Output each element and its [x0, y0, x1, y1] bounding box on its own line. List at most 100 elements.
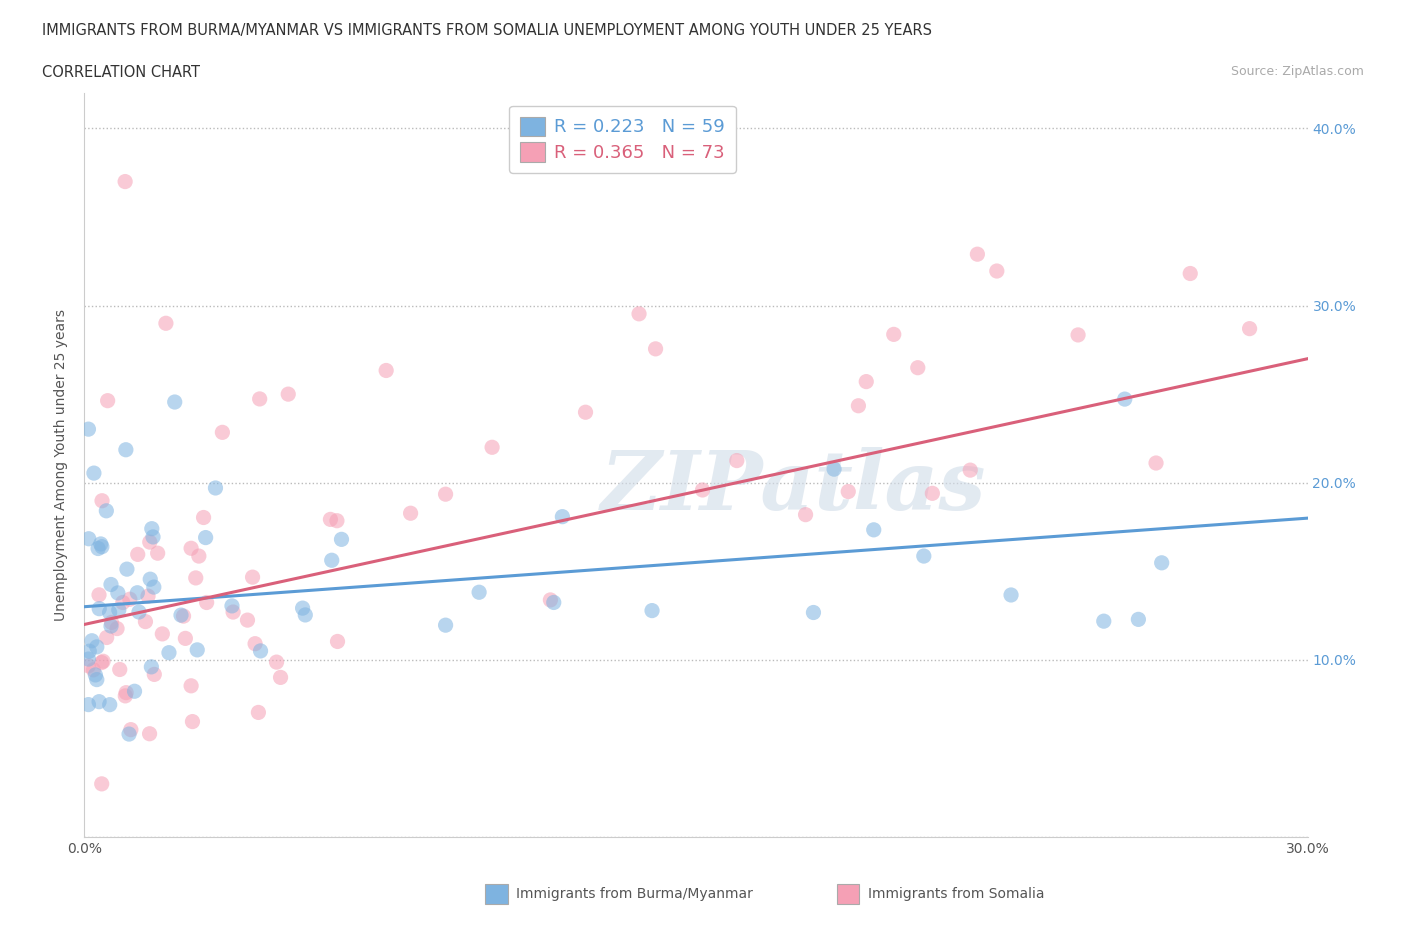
Point — [434, 486, 457, 501]
Point — [195, 595, 218, 610]
Text: ZIPatlas: ZIPatlas — [602, 447, 987, 527]
Point — [247, 705, 270, 720]
Point — [100, 615, 122, 630]
Point — [77, 652, 100, 667]
Point — [481, 440, 503, 455]
Point — [236, 613, 259, 628]
Point — [1144, 456, 1167, 471]
Point — [97, 393, 120, 408]
Point — [118, 591, 141, 606]
Point — [100, 618, 122, 633]
Point — [83, 466, 105, 481]
Point — [90, 655, 112, 670]
Point — [628, 306, 651, 321]
Point — [87, 541, 110, 556]
Point — [912, 549, 935, 564]
Point — [142, 579, 165, 594]
Point — [80, 633, 103, 648]
Point — [959, 463, 981, 478]
Point — [107, 586, 129, 601]
Point — [107, 603, 129, 618]
Point — [84, 668, 107, 683]
Point — [1239, 321, 1261, 336]
Point — [823, 461, 845, 476]
Point — [907, 360, 929, 375]
Point — [77, 698, 100, 712]
Point — [142, 529, 165, 544]
Point — [77, 421, 100, 436]
Point — [921, 485, 943, 500]
Point — [249, 392, 271, 406]
Point — [90, 537, 112, 551]
Point — [91, 493, 114, 508]
Point — [115, 685, 138, 700]
Legend: R = 0.223   N = 59, R = 0.365   N = 73: R = 0.223 N = 59, R = 0.365 N = 73 — [509, 106, 735, 173]
Y-axis label: Unemployment Among Youth under 25 years: Unemployment Among Youth under 25 years — [55, 309, 69, 621]
Text: CORRELATION CHART: CORRELATION CHART — [42, 65, 200, 80]
Point — [1180, 266, 1202, 281]
Point — [1067, 327, 1090, 342]
Point — [86, 672, 108, 687]
Point — [141, 659, 163, 674]
Point — [321, 552, 343, 567]
Point — [883, 327, 905, 342]
Point — [1114, 392, 1136, 406]
Point — [326, 513, 349, 528]
Point — [574, 405, 596, 419]
Point — [163, 394, 186, 409]
Point — [98, 605, 121, 620]
Point — [1128, 612, 1150, 627]
Text: IMMIGRANTS FROM BURMA/MYANMAR VS IMMIGRANTS FROM SOMALIA UNEMPLOYMENT AMONG YOUT: IMMIGRANTS FROM BURMA/MYANMAR VS IMMIGRA… — [42, 23, 932, 38]
Point — [180, 541, 202, 556]
Point — [644, 341, 666, 356]
Point — [114, 174, 136, 189]
Point — [794, 507, 817, 522]
Point — [848, 398, 870, 413]
Point — [82, 662, 104, 677]
Point — [270, 670, 292, 684]
Point — [692, 483, 714, 498]
Point — [96, 503, 118, 518]
Point — [187, 549, 209, 564]
Point — [108, 662, 131, 677]
Point — [155, 316, 177, 331]
Point — [127, 547, 149, 562]
Point — [79, 644, 101, 658]
Point — [1000, 588, 1022, 603]
Point — [91, 654, 114, 669]
Point — [330, 532, 353, 547]
Point — [114, 688, 136, 703]
Point — [266, 655, 288, 670]
Point — [243, 636, 266, 651]
Point — [138, 726, 160, 741]
Point — [551, 510, 574, 525]
Point — [1150, 555, 1173, 570]
Point — [141, 521, 163, 536]
Point — [319, 512, 342, 526]
Point — [186, 643, 208, 658]
Point — [803, 605, 825, 620]
Point — [90, 539, 112, 554]
Point — [115, 562, 138, 577]
Point — [118, 726, 141, 741]
Point — [249, 644, 271, 658]
Point — [399, 506, 422, 521]
Point — [468, 585, 491, 600]
Point — [111, 595, 134, 610]
Point — [87, 588, 110, 603]
Point — [221, 598, 243, 613]
Point — [120, 723, 142, 737]
Point — [326, 634, 349, 649]
Point — [180, 678, 202, 693]
Point — [139, 535, 162, 550]
Point — [124, 684, 146, 698]
Point — [194, 530, 217, 545]
Point — [193, 510, 215, 525]
Point — [277, 387, 299, 402]
Text: Immigrants from Burma/Myanmar: Immigrants from Burma/Myanmar — [516, 886, 752, 901]
Point — [105, 621, 128, 636]
Point — [77, 658, 100, 673]
Point — [157, 645, 180, 660]
Point — [77, 531, 100, 546]
Point — [434, 618, 457, 632]
